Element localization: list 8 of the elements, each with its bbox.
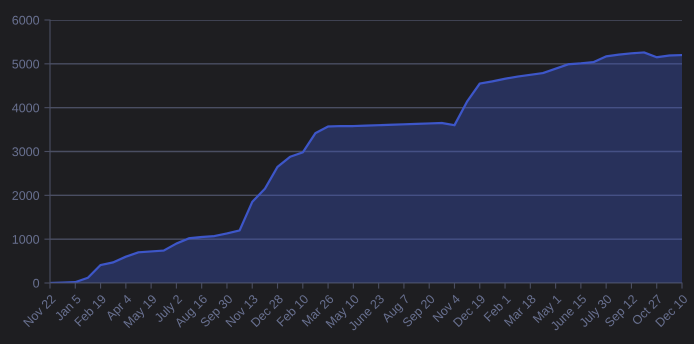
y-tick-label: 2000 bbox=[12, 191, 40, 200]
y-tick-label: 0 bbox=[33, 278, 40, 288]
x-tick-label: Nov 22 bbox=[22, 294, 56, 328]
y-tick-label: 5000 bbox=[12, 60, 40, 68]
y-tick-label: 6000 bbox=[12, 16, 40, 25]
y-tick-label: 4000 bbox=[12, 103, 40, 112]
y-tick-label: 1000 bbox=[12, 234, 40, 244]
y-tick-label: 3000 bbox=[12, 147, 40, 156]
